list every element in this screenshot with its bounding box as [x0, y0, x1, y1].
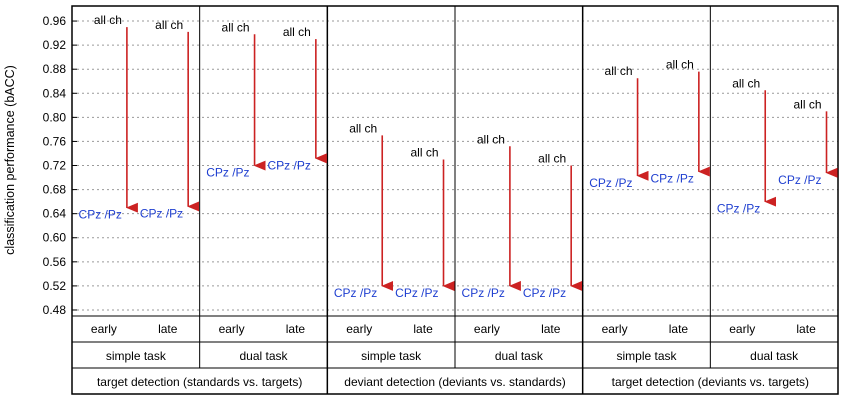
group-label: deviant detection (deviants vs. standard… — [344, 375, 565, 389]
y-tick-label: 0.88 — [43, 62, 67, 76]
label-cpz-pz: CPz /Pz — [334, 286, 377, 300]
label-all-ch: all ch — [793, 97, 821, 111]
y-tick-label: 0.56 — [43, 255, 67, 269]
label-cpz-pz: CPz /Pz — [206, 166, 249, 180]
label-all-ch: all ch — [410, 145, 438, 159]
category-labels: early late simple task early late dual task ea… — [91, 322, 816, 389]
time-label-early: early — [219, 322, 245, 336]
y-tick-label: 0.64 — [43, 207, 67, 221]
group-label: target detection (deviants vs. targets) — [612, 375, 809, 389]
time-label-early: early — [729, 322, 755, 336]
time-label-early: early — [346, 322, 372, 336]
label-cpz-pz: CPz /Pz — [79, 208, 122, 222]
y-tick-label: 0.84 — [43, 86, 67, 100]
label-all-ch: all ch — [155, 18, 183, 32]
label-all-ch: all ch — [477, 132, 505, 146]
y-tick-label: 0.76 — [43, 134, 67, 148]
time-label-early: early — [91, 322, 117, 336]
task-label: simple task — [361, 349, 422, 363]
label-cpz-pz: CPz /Pz — [267, 158, 310, 172]
time-label-early: early — [474, 322, 500, 336]
label-cpz-pz: CPz /Pz — [717, 202, 760, 216]
chart-marks: all ch CPz /Pz all ch CPz /Pz all ch CPz /Pz a… — [79, 13, 838, 300]
y-tick-label: 0.72 — [43, 159, 67, 173]
task-label: simple task — [616, 349, 677, 363]
task-label: simple task — [106, 349, 167, 363]
label-all-ch: all ch — [605, 64, 633, 78]
time-label-late: late — [158, 322, 178, 336]
time-label-late: late — [413, 322, 433, 336]
label-all-ch: all ch — [94, 13, 122, 27]
label-cpz-pz: CPz /Pz — [140, 206, 183, 220]
label-cpz-pz: CPz /Pz — [523, 286, 566, 300]
y-tick-label: 0.60 — [43, 231, 67, 245]
task-label: dual task — [750, 349, 799, 363]
task-label: dual task — [239, 349, 288, 363]
group-label: target detection (standards vs. targets) — [97, 375, 302, 389]
y-tick-label: 0.92 — [43, 38, 67, 52]
time-label-late: late — [541, 322, 561, 336]
y-tick-label: 0.80 — [43, 110, 67, 124]
time-label-late: late — [286, 322, 306, 336]
label-all-ch: all ch — [283, 25, 311, 39]
time-label-early: early — [602, 322, 628, 336]
time-label-late: late — [796, 322, 816, 336]
label-cpz-pz: CPz /Pz — [650, 172, 693, 186]
panel-dividers — [71, 5, 839, 395]
y-tick-label: 0.96 — [43, 14, 67, 28]
y-tick-label: 0.48 — [43, 303, 67, 317]
label-all-ch: all ch — [666, 58, 694, 72]
label-all-ch: all ch — [222, 20, 250, 34]
y-tick-label: 0.52 — [43, 279, 67, 293]
label-all-ch: all ch — [538, 152, 566, 166]
y-axis-label: classification performance (bACC) — [3, 65, 17, 255]
label-all-ch: all ch — [349, 121, 377, 135]
y-tick-label: 0.68 — [43, 183, 67, 197]
label-cpz-pz: CPz /Pz — [778, 173, 821, 187]
label-all-ch: all ch — [732, 76, 760, 90]
label-cpz-pz: CPz /Pz — [395, 286, 438, 300]
y-axis-ticks: 0.48 0.52 0.56 0.60 0.64 0.68 0.72 0.76 0.80 0.84… — [43, 14, 77, 317]
label-cpz-pz: CPz /Pz — [589, 176, 632, 190]
time-label-late: late — [669, 322, 689, 336]
task-label: dual task — [495, 349, 544, 363]
label-cpz-pz: CPz /Pz — [462, 286, 505, 300]
